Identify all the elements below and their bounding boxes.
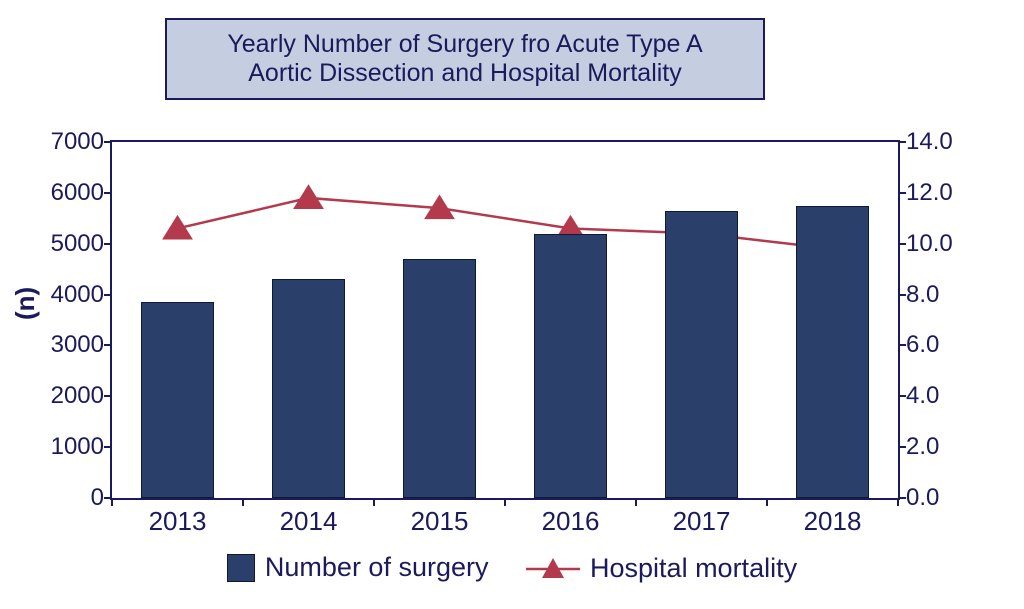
y-left-tick-mark [104, 446, 112, 448]
x-tick-mark [635, 498, 637, 506]
bar-swatch-icon [227, 554, 255, 582]
legend-item-bars: Number of surgery [227, 552, 489, 583]
x-tick-mark [504, 498, 506, 506]
triangle-marker-icon [526, 556, 580, 582]
y-right-tick-mark [898, 344, 906, 346]
x-tick-label: 2018 [804, 506, 862, 537]
y-right-tick-mark [898, 192, 906, 194]
chart-title-line2: Aortic Dissection and Hospital Mortality [248, 59, 682, 87]
legend-item-line: Hospital mortality [526, 553, 797, 584]
y-left-tick-mark [104, 395, 112, 397]
y-right-tick-label: 2.0 [898, 433, 976, 461]
bar [665, 211, 737, 498]
x-tick-label: 2016 [542, 506, 600, 537]
y-right-tick-label: 8.0 [898, 281, 976, 309]
x-tick-mark [373, 498, 375, 506]
chart-title-line1: Yearly Number of Surgery fro Acute Type … [227, 30, 702, 58]
y-left-tick-label: 7000 [34, 128, 112, 156]
y-left-tick-label: 6000 [34, 179, 112, 207]
y-right-tick-label: 6.0 [898, 331, 976, 359]
y-left-tick-label: 5000 [34, 230, 112, 258]
legend-bar-label: Number of surgery [265, 552, 489, 583]
y-left-tick-mark [104, 243, 112, 245]
x-tick-label: 2014 [280, 506, 338, 537]
triangle-marker-icon [293, 184, 324, 209]
y-left-tick-label: 1000 [34, 433, 112, 461]
y-left-tick-mark [104, 141, 112, 143]
y-right-tick-mark [898, 395, 906, 397]
y-left-tick-mark [104, 192, 112, 194]
plot-area: 010002000300040005000600070000.02.04.06.… [110, 140, 900, 500]
y-right-tick-mark [898, 141, 906, 143]
x-tick-mark [111, 498, 113, 506]
legend: Number of surgery Hospital mortality [0, 552, 1024, 589]
x-tick-mark [766, 498, 768, 506]
y-right-tick-label: 10.0 [898, 230, 976, 258]
bar [534, 234, 606, 498]
legend-line-label: Hospital mortality [590, 553, 797, 584]
bar [272, 279, 344, 498]
y-left-tick-mark [104, 344, 112, 346]
y-left-tick-mark [104, 294, 112, 296]
bar [403, 259, 475, 498]
y-right-tick-mark [898, 243, 906, 245]
x-tick-mark [897, 498, 899, 506]
x-tick-label: 2017 [673, 506, 731, 537]
chart-title-box: Yearly Number of Surgery fro Acute Type … [165, 18, 765, 100]
y-left-tick-label: 0 [34, 484, 112, 512]
x-tick-label: 2013 [149, 506, 207, 537]
y-right-tick-mark [898, 446, 906, 448]
chart-container: Yearly Number of Surgery fro Acute Type … [0, 0, 1024, 609]
x-tick-label: 2015 [411, 506, 469, 537]
y-right-tick-label: 12.0 [898, 179, 976, 207]
bar [141, 302, 213, 498]
y-left-tick-label: 2000 [34, 382, 112, 410]
y-left-tick-label: 4000 [34, 281, 112, 309]
y-right-tick-mark [898, 497, 906, 499]
y-right-tick-label: 14.0 [898, 128, 976, 156]
x-tick-mark [242, 498, 244, 506]
line-series-svg [112, 142, 898, 498]
bar [796, 206, 868, 498]
y-right-tick-label: 4.0 [898, 382, 976, 410]
y-left-tick-label: 3000 [34, 331, 112, 359]
y-right-tick-mark [898, 294, 906, 296]
y-right-tick-label: 0.0 [898, 484, 976, 512]
